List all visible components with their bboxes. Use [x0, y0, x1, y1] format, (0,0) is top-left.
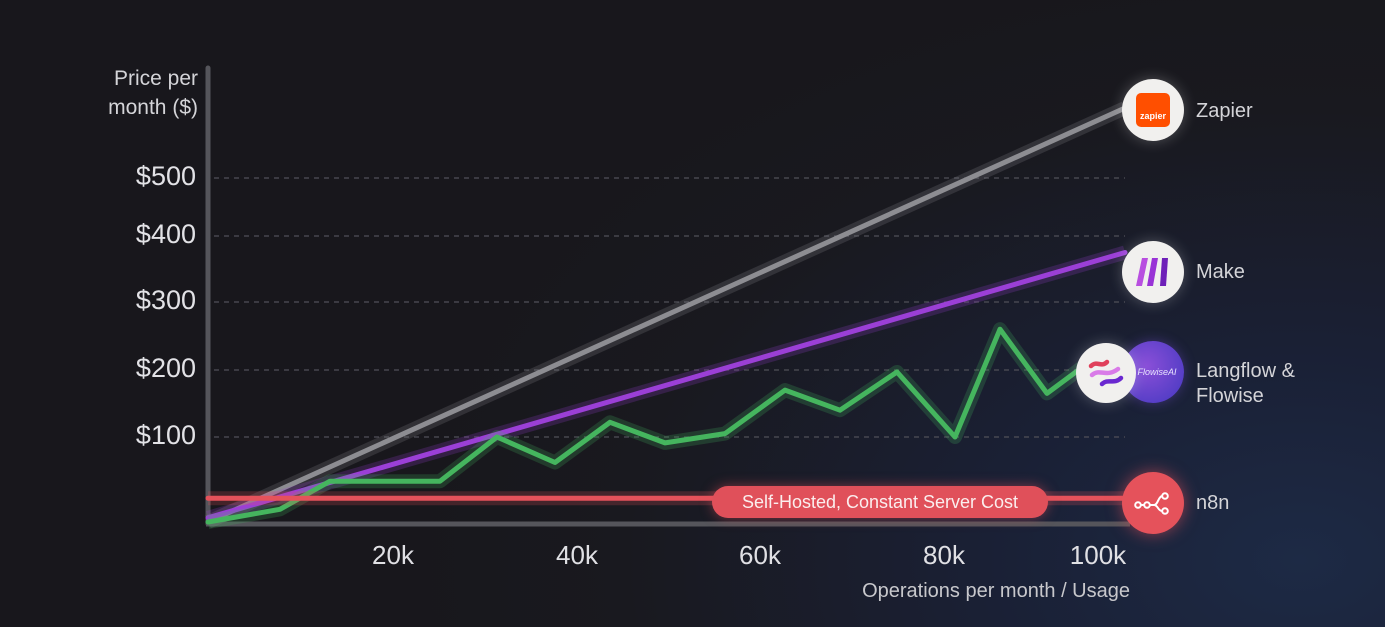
- x-axis-title: Operations per month / Usage: [862, 580, 1130, 602]
- zapier-logo-text: zapier: [1139, 111, 1166, 121]
- legend-label-zapier: Zapier: [1196, 100, 1253, 122]
- series-line-langflow-flowise: [205, 326, 1088, 525]
- series-line-zapier: [205, 105, 1128, 525]
- series-layer: [205, 101, 1128, 529]
- make-badge: [1122, 241, 1184, 303]
- legend-label-n8n: n8n: [1196, 492, 1230, 514]
- y-tick-label: $300: [135, 285, 196, 315]
- series-line-make: [205, 250, 1128, 521]
- legend-label-make: Make: [1196, 261, 1245, 283]
- zapier-logo-icon: zapier: [1136, 93, 1170, 127]
- flowise-logo-icon: FlowiseAI: [1137, 367, 1177, 377]
- x-tick-label: 60k: [739, 540, 781, 570]
- langflow-badge: [1076, 343, 1136, 403]
- y-tick-label: $500: [135, 161, 196, 191]
- zapier-badge: zapier: [1122, 79, 1184, 141]
- grid-lines: [214, 177, 1125, 438]
- legend-label-line2: Flowise: [1196, 385, 1264, 407]
- n8n-annotation-callout: Self-Hosted, Constant Server Cost: [712, 486, 1048, 518]
- x-tick-label: 80k: [923, 540, 965, 570]
- make-logo-icon: [1136, 258, 1168, 286]
- y-axis-title: Price per month ($): [108, 67, 198, 119]
- legend-label-line1: Langflow &: [1196, 360, 1295, 382]
- langflow-logo-icon: [1088, 359, 1124, 387]
- x-tick-label: 40k: [556, 540, 598, 570]
- x-tick-label: 20k: [372, 540, 414, 570]
- legend-label-langflow-flowise: Langflow & Flowise: [1196, 359, 1295, 409]
- y-tick-label: $100: [135, 420, 196, 450]
- n8n-badge: [1122, 472, 1184, 534]
- y-tick-label: $200: [135, 353, 196, 383]
- x-tick-label: 100k: [1069, 540, 1127, 570]
- y-tick-label: $400: [135, 219, 196, 249]
- n8n-workflow-icon: [1134, 492, 1169, 515]
